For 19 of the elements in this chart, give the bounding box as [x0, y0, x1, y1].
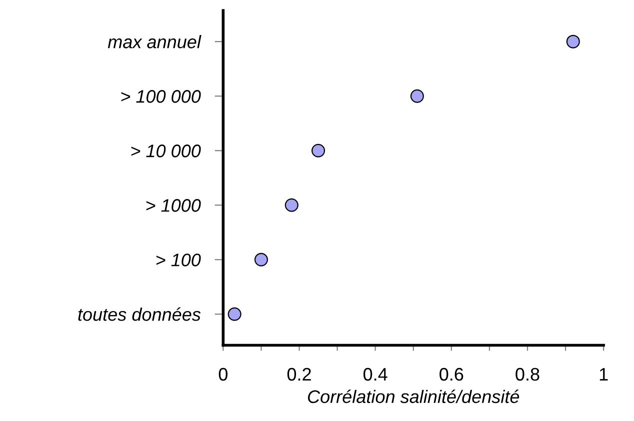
x-tick-label: 0 [218, 368, 228, 381]
x-tick-label: 0.4 [363, 368, 388, 381]
point [228, 307, 242, 321]
point [410, 89, 424, 103]
y-tick-label: > 100 000 [121, 90, 201, 103]
point [566, 34, 580, 48]
x-tick-label: 0.6 [440, 368, 464, 381]
y-tick-label: > 100 [156, 254, 201, 266]
x-tick-label: 1 [600, 368, 608, 381]
y-tick-label: > 10 000 [131, 144, 201, 158]
point [284, 198, 298, 212]
x-tick-label: 0.8 [516, 368, 540, 381]
y-tick-label: max annuel [108, 35, 202, 48]
x-tick-label: 0.2 [287, 368, 311, 381]
y-tick-label: toutes données [78, 307, 201, 321]
point [312, 144, 326, 158]
point [254, 252, 268, 266]
x-axis-title: Corrélation salinité/densité [308, 390, 520, 404]
y-tick-label: > 1000 [146, 199, 201, 212]
